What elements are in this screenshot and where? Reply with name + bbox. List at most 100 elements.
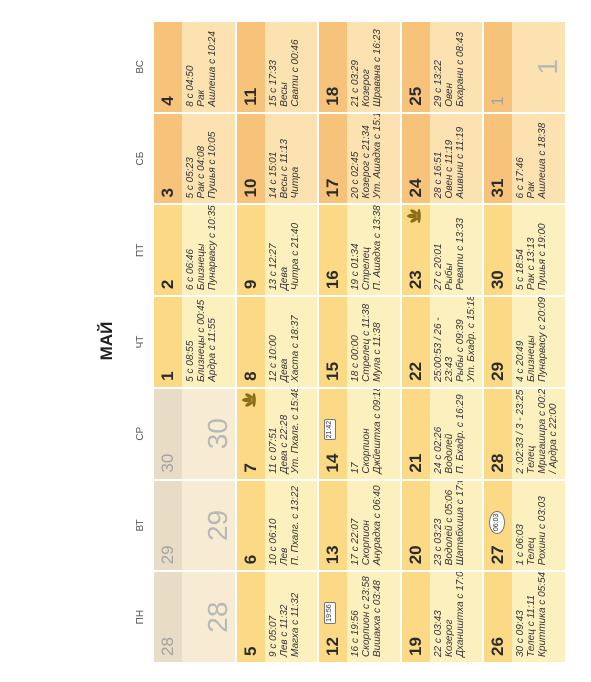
day-details: 6 с 17:46 Рак Ашлеша с 18:38 [515, 117, 548, 199]
day-cell[interactable]: 14 21:42 17 Скорпион Джйештха с 09:18 [319, 388, 400, 479]
moon-phase-icon [242, 490, 259, 499]
moon-phase-icon [407, 36, 424, 44]
day-number: 9 [240, 279, 260, 290]
day-cell[interactable]: 25 29 с 13:22 Овен Бхарани с 08:43 [401, 22, 483, 112]
moon-phase-icon [242, 32, 259, 40]
detail-line: Весы с 11:13 [278, 139, 290, 199]
day-number: 28 [158, 637, 177, 656]
detail-line: Пунарвасу с 10:35 [207, 205, 218, 291]
detail-line: Скорпион [361, 520, 373, 566]
detail-line: 10 с 06:10 [267, 518, 279, 566]
detail-line: Ашлеша с 10:24 [207, 31, 218, 107]
day-number: 17 [323, 178, 343, 198]
day-number: 1 [488, 96, 508, 106]
detail-line: Рак с 13:13 [526, 237, 538, 291]
day-details: 6 с 06:46 Близнецы Пунарвасу с 10:35 [185, 205, 218, 291]
detail-line: Джйештха с 09:18 [372, 388, 384, 474]
day-details: 13 с 12:27 Дева Читра с 21:40 [268, 208, 301, 290]
day-details: 24 с 02:26 Водолей П. Бхадр. с 16:29 [432, 392, 466, 474]
day-cell[interactable]: 2 6 с 06:46 Близнецы Пунарвасу с 10:35 [154, 205, 235, 296]
moon-phase-icon [325, 586, 342, 595]
detail-line: Читра с 21:40 [289, 222, 301, 291]
detail-line: / Ардра с 22:00 [548, 403, 560, 474]
detail-line: Дева с 22:28 [278, 414, 290, 474]
weekday-header: ВТ [135, 519, 146, 532]
day-cell[interactable]: 15 18 с 00:00 Стрелец с 11:38 Мула с 11:38 [319, 297, 400, 387]
moon-phase-icon [325, 36, 342, 44]
day-cell[interactable]: 22 25:00:53 / 26 -23:43 Рыбы с 09:39 Ут. Бх… [401, 297, 483, 387]
day-cell[interactable]: 4 8 с 04:50 Рак Ашлеша с 10:24 [154, 22, 235, 112]
day-cell[interactable]: 1 5 с 08:55 Близнецы с 00:45 Ардра с 11:55 [154, 297, 235, 387]
detail-line: Козерог [443, 619, 455, 658]
day-cell[interactable]: 17 20 с 02:45 Козерог с 21:34 Ут. Ашадха с … [319, 113, 400, 204]
day-cell[interactable]: 28 28 [154, 572, 235, 662]
detail-line: 23:43 [443, 356, 455, 382]
day-cell[interactable]: 26 30 с 09:43 Телец с 11:11 Криттика с 05:5… [484, 572, 565, 662]
day-details: 18 с 00:00 Стрелец с 11:38 Мула с 11:38 [350, 300, 383, 382]
day-number: 14 [323, 453, 343, 473]
day-details: 5 с 08:55 Близнецы с 00:45 Ардра с 11:55 [185, 300, 218, 382]
detail-line: Рыбы с 09:39 [454, 319, 466, 382]
day-cell[interactable]: 16 19 с 01:34 Стрелец П. Ашадха с 13:38 [319, 205, 400, 296]
detail-line: 24 с 02:26 [432, 426, 444, 474]
day-cell[interactable]: 11 15 с 17:33 Весы Свати с 00:46 [236, 22, 318, 112]
day-cell[interactable]: 20 23 с 03:23 Водолей с 05:06 Шатабхиша с 1… [401, 480, 483, 571]
detail-line: Близнецы [526, 335, 538, 382]
day-cell[interactable]: 10 14 с 15:01 Весы с 11:13 Читра [236, 113, 318, 204]
day-cell[interactable]: 18 21 с 03:29 Козерог Шравана с 16:23 [319, 22, 400, 112]
moon-phase-icon [490, 398, 507, 407]
day-number: 7 [240, 463, 260, 473]
detail-line: Пунарвасу с 20:09 [537, 297, 549, 382]
day-number: 22 [405, 361, 425, 381]
detail-line: Телец [526, 445, 538, 474]
day-cell[interactable]: 23 27 с 20:01 Рыбы Ревати с 13:33 [401, 205, 483, 296]
detail-line: 11 с 07:51 [267, 427, 279, 474]
time-badge: 21:42 [324, 418, 337, 441]
detail-line: Скорпион [361, 428, 373, 474]
day-cell[interactable]: 24 28 с 16:51 Овен с 11:19 Ашвини с 11:19 [401, 113, 483, 204]
day-cell[interactable]: 30 30 [154, 388, 235, 479]
detail-line: Ашвини с 11:19 [454, 126, 466, 199]
day-number: 26 [488, 637, 508, 656]
day-cell[interactable]: 8 12 с 10:00 Дева Хаста с 18:37 [236, 297, 318, 387]
day-details: 14 с 15:01 Весы с 11:13 Читра [268, 117, 301, 199]
weekday-header: СБ [135, 151, 146, 166]
detail-line: Вишакха с 03:48 [372, 580, 384, 657]
day-cell[interactable]: 3 5 с 05:23 Рак с 04:08 Пушья с 10:05 [154, 113, 235, 204]
day-cell[interactable]: 29 29 [154, 480, 235, 571]
day-cell[interactable]: 21 24 с 02:26 Водолей П. Бхадр. с 16:29 [401, 388, 483, 479]
detail-line: Мула с 11:38 [372, 322, 384, 382]
day-cell[interactable]: 27 06:03 1 с 06:03 Телец Рохини с 03:03 [484, 480, 565, 571]
day-number: 8 [240, 371, 260, 381]
day-number: 15 [323, 361, 343, 381]
day-number: 19 [405, 637, 425, 656]
detail-line: Свати с 00:46 [289, 39, 301, 107]
day-cell[interactable]: 6 10 с 06:10 Лев П. Пхалг. с 13:22 [236, 480, 318, 571]
day-details: 15 с 17:33 Весы Свати с 00:46 [268, 25, 301, 107]
day-number: 27 [488, 545, 508, 565]
day-cell[interactable]: 5 9 с 05:07 Лев с 11:32 Магха с 11:32 [236, 572, 318, 662]
detail-line: 20 с 02:45 [350, 151, 362, 199]
lotus-icon [241, 392, 256, 407]
detail-line: Лев [278, 547, 290, 566]
detail-line: Анурадха с 06:40 [372, 485, 384, 566]
day-number: 30 [488, 270, 508, 290]
weekday-header: ПН [135, 609, 146, 625]
day-cell[interactable]: 7 11 с 07:51 Дева с 22:28 Ут. Пхалг. с 15:4… [236, 388, 318, 479]
detail-line: Телец [526, 537, 538, 566]
day-cell[interactable]: 28 2 :02:33 / 3 - 23:25 Телец Мригашира с 0… [484, 388, 565, 479]
day-cell[interactable]: 13 17 с 22:07 Скорпион Анурадха с 06:40 [319, 480, 400, 571]
day-cell[interactable]: 31 6 с 17:46 Рак Ашлеша с 18:38 [484, 113, 565, 204]
detail-line: Стрелец с 11:38 [361, 303, 373, 382]
day-cell[interactable]: 9 13 с 12:27 Дева Читра с 21:40 [236, 205, 318, 296]
day-number: 23 [405, 270, 425, 290]
day-cell[interactable]: 30 5 с 18:54 Рак с 13:13 Пушья с 19:00 [484, 205, 565, 296]
calendar-grid: ПН ВТ СР ЧТ ПТ СБ ВС 28 28 29 29 30 30 1 5 с 08:55 Близ… [130, 22, 565, 662]
day-cell[interactable]: 19 22 с 03:43 Козерог Дхаништха с 17:00 [401, 572, 483, 662]
day-cell[interactable]: 29 4 с 20:49 Близнецы Пунарвасу с 20:09 [484, 297, 565, 387]
detail-line: 6 с 17:46 [515, 157, 527, 199]
day-cell[interactable]: 12 19:56 16 с 19:56 Скорпион с 23:58 Вишакха… [319, 572, 400, 662]
day-number: 16 [323, 270, 343, 290]
